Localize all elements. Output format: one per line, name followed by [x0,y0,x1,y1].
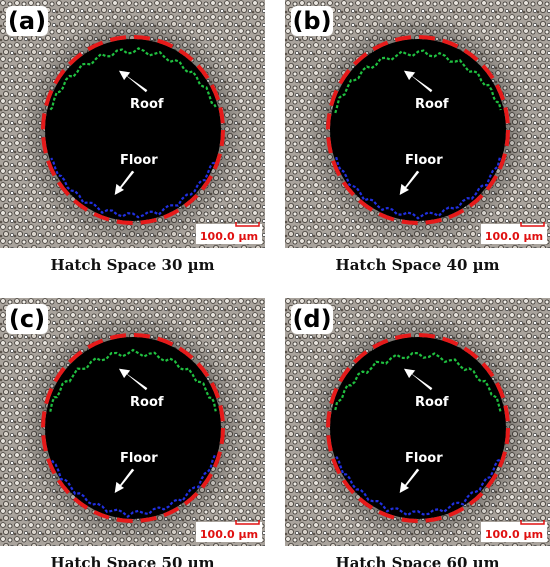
floor-arrow [113,467,136,495]
fit-circle [326,333,510,523]
caption: Hatch Space 60 µm [336,554,500,567]
fit-circle [41,35,225,225]
floor-line [50,157,216,219]
floor-arrow [398,467,421,495]
panel-label: (b) [292,7,331,35]
floor-label: Floor [405,451,443,466]
roof-label: Roof [130,97,164,112]
roof-arrow [402,69,434,94]
panel-label: (a) [8,7,46,35]
roof-line [49,47,217,111]
floor-arrow [398,169,421,197]
label-box [291,6,333,36]
scale-label: 100.0 µm [485,230,543,243]
caption: Hatch Space 50 µm [51,554,215,567]
roof-line [334,49,502,114]
roof-line [49,348,217,412]
label-box [6,304,48,334]
hole [330,337,506,519]
floor-arrow [113,169,136,197]
label-box [6,6,48,36]
roof-arrow [402,367,434,392]
scale-box [196,224,262,244]
label-box [291,304,333,334]
scale-bar [235,222,260,227]
roof-label: Roof [415,97,449,112]
scale-bar [520,222,545,227]
scale-label: 100.0 µm [485,528,543,541]
floor-line [50,454,216,519]
fit-circle [41,333,225,523]
panel-label: (d) [292,305,331,333]
scale-box [196,522,262,542]
roof-label: Roof [130,395,164,410]
fit-circle [326,35,510,225]
panel: Roof Floor (d) 100.0 µm Hatch Space 60 µm [285,298,550,567]
roof-arrow [117,367,149,392]
scale-label: 100.0 µm [200,528,258,541]
scale-bar [520,520,545,525]
roof-arrow [117,69,149,94]
hole [330,39,506,221]
floor-line [335,456,501,517]
scale-bar [235,520,260,525]
panel: Roof Floor (c) 100.0 µm Hatch Space 50 µm [0,298,265,567]
roof-line [334,352,502,413]
panel: Roof Floor (a) 100.0 µm Hatch Space 30 µm [0,0,265,274]
floor-line [335,156,501,220]
panel-label: (c) [9,305,45,333]
hole [45,337,221,519]
floor-label: Floor [120,153,158,168]
caption: Hatch Space 40 µm [336,256,500,274]
scale-label: 100.0 µm [200,230,258,243]
scale-box [481,224,547,244]
caption: Hatch Space 30 µm [51,256,215,274]
hole [45,39,221,221]
panel: Roof Floor (b) 100.0 µm Hatch Space 40 µm [285,0,550,274]
roof-label: Roof [415,395,449,410]
scale-box [481,522,547,542]
floor-label: Floor [120,451,158,466]
floor-label: Floor [405,153,443,168]
